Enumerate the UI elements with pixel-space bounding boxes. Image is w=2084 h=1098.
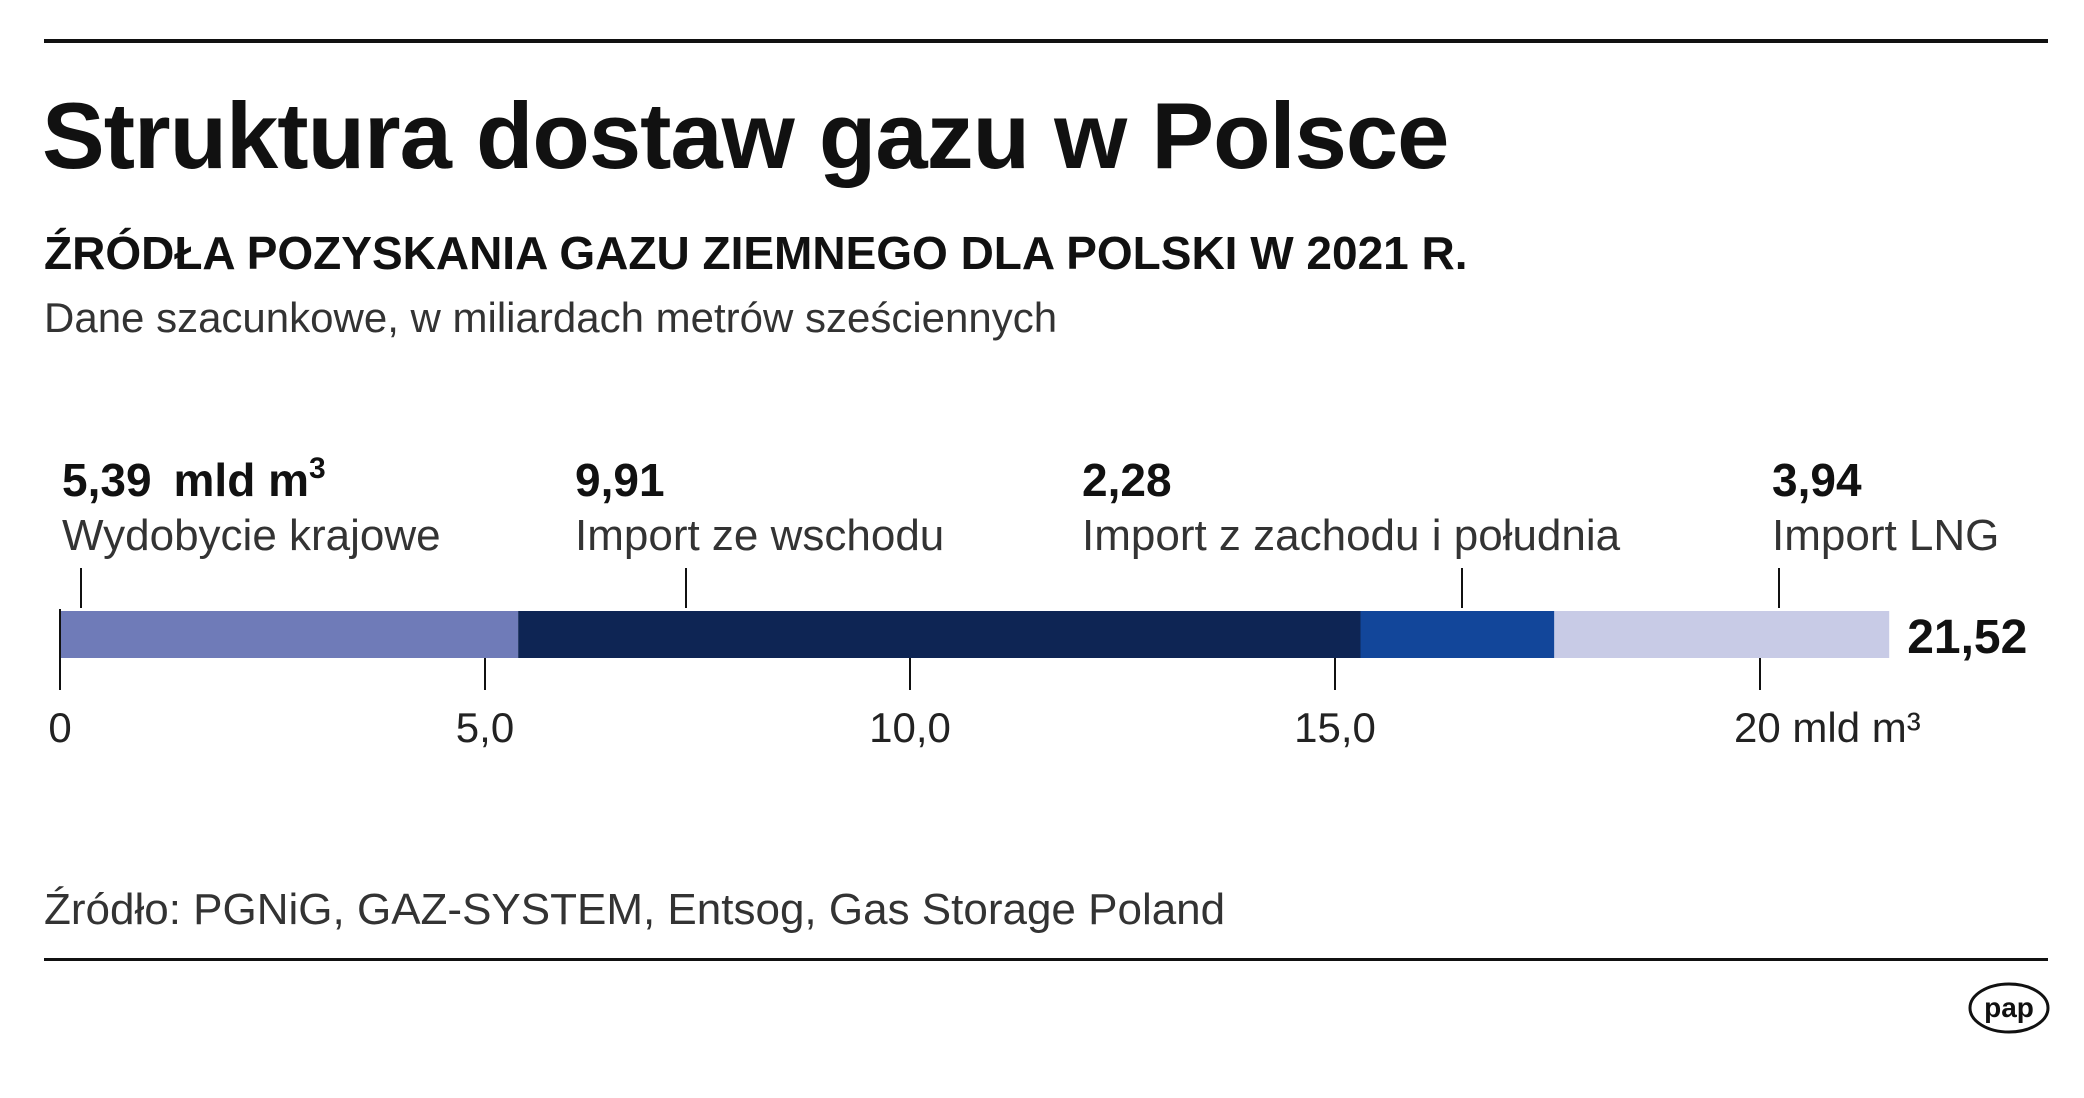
pap-logo-icon: pap bbox=[1968, 982, 2050, 1034]
logo-text: pap bbox=[1984, 992, 2034, 1023]
source-note: Źródło: PGNiG, GAZ-SYSTEM, Entsog, Gas S… bbox=[44, 885, 1226, 934]
chart-subtitle: ŹRÓDŁA POZYSKANIA GAZU ZIEMNEGO DLA POLS… bbox=[44, 227, 1468, 279]
segment-name-label: Import ze wschodu bbox=[575, 511, 944, 560]
bar-segment bbox=[1554, 611, 1890, 658]
segment-unit-superscript: 3 bbox=[309, 452, 326, 485]
bar-segment bbox=[518, 611, 1361, 658]
segment-name-label: Import z zachodu i południa bbox=[1082, 511, 1621, 560]
axis-tick-label: 10,0 bbox=[869, 704, 951, 751]
bar-segment bbox=[60, 611, 519, 658]
bar-segment bbox=[1360, 611, 1555, 658]
segment-value-label: 5,39 mld m3 bbox=[62, 452, 326, 506]
segment-unit-label: mld m bbox=[174, 454, 309, 506]
bottom-rule bbox=[44, 958, 2048, 961]
axis-tick-label: 0 bbox=[48, 704, 71, 751]
axis-tick-label: 15,0 bbox=[1294, 704, 1376, 751]
segment-name-label: Wydobycie krajowe bbox=[62, 511, 441, 560]
chart-note: Dane szacunkowe, w miliardach metrów sze… bbox=[44, 294, 1058, 341]
stacked-bar-chart: 5,39 mld m3 Wydobycie krajowe 9,91 Import ze… bbox=[48, 452, 2027, 751]
axis-tick-label: 5,0 bbox=[456, 704, 514, 751]
page-title: Struktura dostaw gazu w Polsce bbox=[42, 83, 1449, 188]
total-value-label: 21,52 bbox=[1907, 611, 2027, 664]
segment-name-label: Import LNG bbox=[1772, 511, 1999, 560]
segment-value-label: 9,91 bbox=[575, 454, 665, 506]
segment-value-label: 3,94 bbox=[1772, 454, 1862, 506]
axis-tick-label: 20 mld m³ bbox=[1734, 704, 1921, 751]
top-rule bbox=[44, 39, 2048, 43]
segment-value-label: 2,28 bbox=[1082, 454, 1172, 506]
